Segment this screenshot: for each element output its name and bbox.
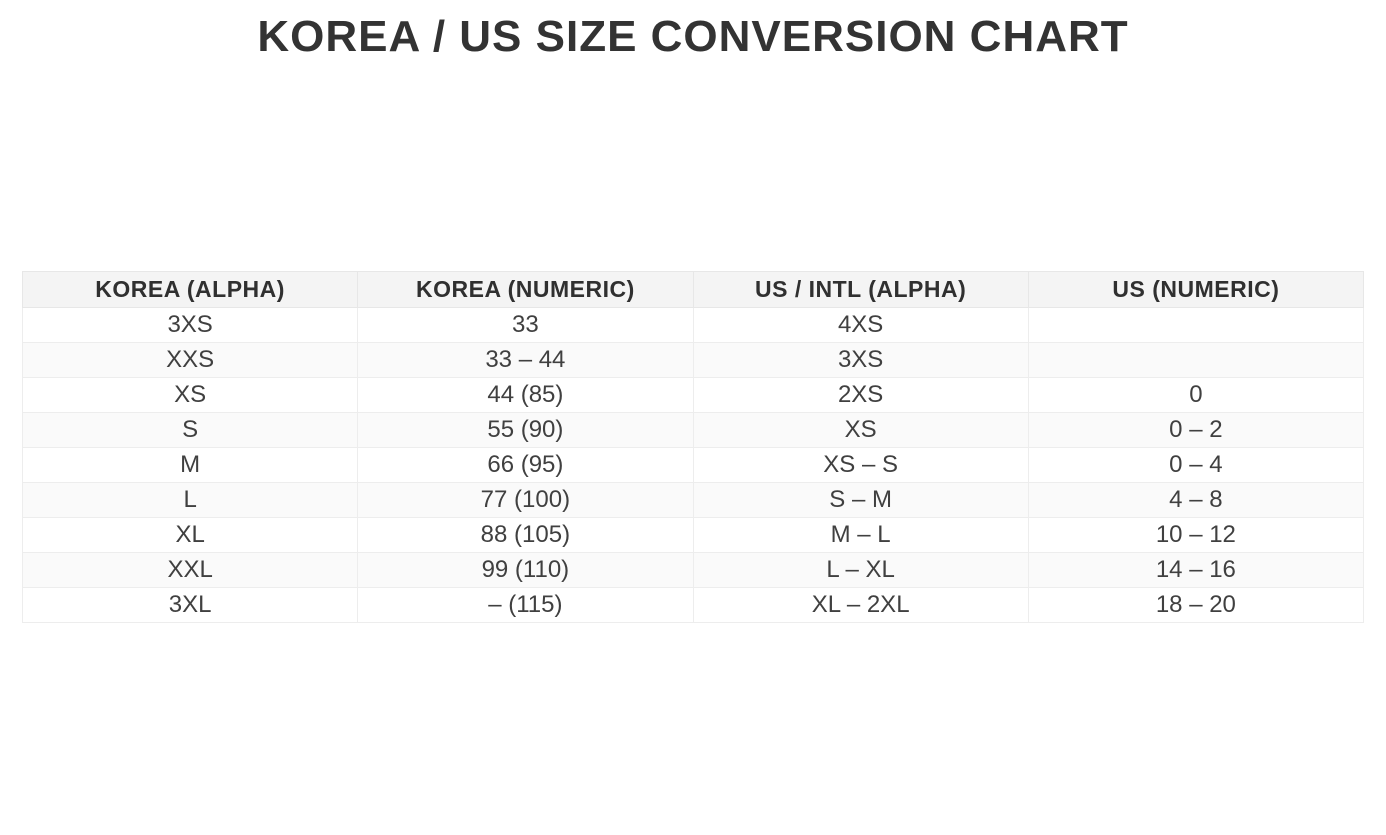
- table-cell: XXL: [21, 552, 359, 588]
- table-cell: L: [21, 482, 359, 518]
- table-cell: [1027, 342, 1365, 378]
- table-cell: – (115): [357, 587, 694, 623]
- table-row: XXS 33 – 44 3XS: [21, 342, 1365, 378]
- table-row: XXL 99 (110) L – XL 14 – 16: [21, 552, 1365, 588]
- table-cell: [1027, 307, 1365, 343]
- table-cell: XS: [21, 377, 359, 413]
- table-cell: 0 – 4: [1027, 447, 1365, 483]
- table-cell: 0 – 2: [1027, 412, 1365, 448]
- table-cell: 10 – 12: [1027, 517, 1365, 553]
- table-cell: 3XS: [692, 342, 1029, 378]
- table-cell: M: [21, 447, 359, 483]
- table-cell: 18 – 20: [1027, 587, 1365, 623]
- table-cell: 4 – 8: [1027, 482, 1365, 518]
- table-cell: 77 (100): [357, 482, 694, 518]
- table-cell: 66 (95): [357, 447, 694, 483]
- table-cell: 4XS: [692, 307, 1029, 343]
- table-header-row: KOREA (ALPHA) KOREA (NUMERIC) US / INTL …: [21, 271, 1365, 308]
- table-row: 3XL – (115) XL – 2XL 18 – 20: [21, 587, 1365, 623]
- table-cell: 3XS: [21, 307, 359, 343]
- table-row: 3XS 33 4XS: [21, 307, 1365, 343]
- table-cell: 33: [357, 307, 694, 343]
- size-conversion-table: KOREA (ALPHA) KOREA (NUMERIC) US / INTL …: [21, 271, 1365, 623]
- table-cell: XXS: [21, 342, 359, 378]
- table-row: L 77 (100) S – M 4 – 8: [21, 482, 1365, 518]
- table-cell: S – M: [692, 482, 1029, 518]
- column-header-us-numeric: US (NUMERIC): [1027, 271, 1365, 308]
- table-cell: 44 (85): [357, 377, 694, 413]
- table-cell: 55 (90): [357, 412, 694, 448]
- table-cell: L – XL: [692, 552, 1029, 588]
- table-row: S 55 (90) XS 0 – 2: [21, 412, 1365, 448]
- table-cell: 2XS: [692, 377, 1029, 413]
- table-row: XL 88 (105) M – L 10 – 12: [21, 517, 1365, 553]
- table-row: M 66 (95) XS – S 0 – 4: [21, 447, 1365, 483]
- table-cell: 33 – 44: [357, 342, 694, 378]
- table-cell: 88 (105): [357, 517, 694, 553]
- table-row: XS 44 (85) 2XS 0: [21, 377, 1365, 413]
- table-cell: 99 (110): [357, 552, 694, 588]
- page-title: KOREA / US SIZE CONVERSION CHART: [257, 12, 1129, 61]
- column-header-korea-numeric: KOREA (NUMERIC): [357, 271, 694, 308]
- column-header-us-intl-alpha: US / INTL (ALPHA): [692, 271, 1029, 308]
- table-cell: XS: [692, 412, 1029, 448]
- table-cell: 0: [1027, 377, 1365, 413]
- table-cell: XL – 2XL: [692, 587, 1029, 623]
- table-cell: 3XL: [21, 587, 359, 623]
- table-cell: XL: [21, 517, 359, 553]
- table-cell: M – L: [692, 517, 1029, 553]
- column-header-korea-alpha: KOREA (ALPHA): [21, 271, 359, 308]
- table-cell: XS – S: [692, 447, 1029, 483]
- table-cell: S: [21, 412, 359, 448]
- table-cell: 14 – 16: [1027, 552, 1365, 588]
